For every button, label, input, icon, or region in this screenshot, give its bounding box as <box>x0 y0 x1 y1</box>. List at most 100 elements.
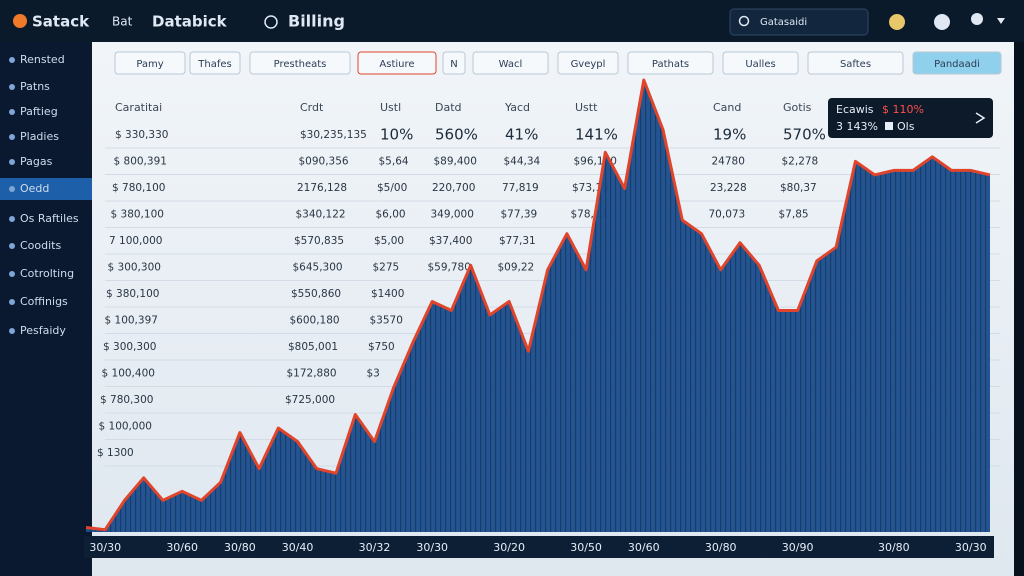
x-tick-label: 30/32 <box>359 541 391 554</box>
sidebar-icon <box>9 109 15 115</box>
table-cell: $ 300,300 <box>108 262 161 274</box>
sidebar-item[interactable]: Paftieg <box>20 105 58 118</box>
filter-label[interactable]: Gveypl <box>571 59 606 70</box>
filter-pill[interactable] <box>912 51 1002 75</box>
filter-pill[interactable] <box>189 51 241 75</box>
x-tick-label: 30/60 <box>166 541 198 554</box>
table-cell: $5,00 <box>374 235 404 247</box>
table-cell: $550,860 <box>291 288 341 300</box>
overlay: Rensted Patns Paftieg Pladies Pagas Oedd Os Ra… <box>0 51 1002 337</box>
filter-label[interactable]: Ualles <box>745 59 775 70</box>
sidebar-item[interactable]: Rensted <box>20 53 65 66</box>
table-cell: $ 330,330 <box>115 129 168 141</box>
x-tick-label: 30/20 <box>493 541 525 554</box>
sidebar-icon <box>9 328 15 334</box>
column-header: Ustt <box>575 101 598 114</box>
nav-item[interactable]: Bat <box>112 15 133 29</box>
table-cell: $89,400 <box>434 156 477 168</box>
user-avatar[interactable] <box>971 13 983 25</box>
table-cell: $44,34 <box>504 156 541 168</box>
tooltip-arrow[interactable] <box>975 112 986 124</box>
chart: 30/30 30/60 30/80 30/40 30/32 30/30 30/20 30/50… <box>84 78 994 558</box>
filter-label[interactable]: Pandaadi <box>934 59 980 70</box>
sidebar <box>0 42 92 576</box>
filter-label[interactable]: Pamy <box>136 59 163 70</box>
table-cell: $ 780,300 <box>100 394 153 406</box>
filter-pill[interactable] <box>357 51 437 75</box>
sidebar-item[interactable]: Cotrolting <box>20 267 74 280</box>
table-cell: $750 <box>368 341 395 353</box>
search-icon <box>738 15 750 27</box>
user-menu-caret[interactable] <box>997 18 1005 24</box>
tooltip <box>828 98 993 138</box>
nav-item[interactable]: Databick <box>152 13 228 31</box>
sidebar-item[interactable]: Coodits <box>20 239 61 252</box>
table-cell: $ 800,391 <box>114 156 167 168</box>
filter-label[interactable]: Wacl <box>499 59 523 70</box>
filter-pill[interactable] <box>442 51 466 75</box>
column-header: Crdt <box>300 101 324 114</box>
filter-label[interactable]: Prestheats <box>274 59 327 70</box>
table-cell: $77,39 <box>501 209 538 221</box>
sidebar-item[interactable]: Pladies <box>20 130 59 143</box>
filter-label[interactable]: Pathats <box>652 59 689 70</box>
table-cell: $600,180 <box>290 315 340 327</box>
tooltip-label: Ols <box>897 120 915 133</box>
sidebar-icon <box>9 134 15 140</box>
table-cell: 220,700 <box>432 182 475 194</box>
column-header: Cand <box>713 101 741 114</box>
table-cell: 560% <box>435 126 478 144</box>
x-tick-label: 30/60 <box>628 541 660 554</box>
filter-pill[interactable] <box>472 51 549 75</box>
filter-pill[interactable] <box>722 51 799 75</box>
table-cell: 77,819 <box>502 182 539 194</box>
filter-pill[interactable] <box>249 51 351 75</box>
tooltip-value: 3 143% <box>836 120 878 133</box>
table-cell: 570% <box>783 126 826 144</box>
notification-icon[interactable] <box>889 14 905 30</box>
table-cell: $645,300 <box>293 262 343 274</box>
column-header: Datd <box>435 101 462 114</box>
table: Caratitai Crdt Ustl Datd Yacd Ustt Cand Gotis $ … <box>97 101 1000 467</box>
table-cell: $ 380,100 <box>106 288 159 300</box>
sidebar-item[interactable]: Oedd <box>20 182 49 195</box>
filter-label[interactable]: Astiure <box>379 59 414 70</box>
table-cell: 2176,128 <box>297 182 347 194</box>
table-cell: $77,31 <box>499 235 536 247</box>
table-cell: 141% <box>575 126 618 144</box>
search-box[interactable] <box>729 8 869 36</box>
filter-label[interactable]: Saftes <box>840 59 871 70</box>
x-axis-bar <box>84 536 994 558</box>
table-cell: $ 300,300 <box>103 341 156 353</box>
area <box>86 80 990 532</box>
sidebar-item[interactable]: Pagas <box>20 155 53 168</box>
table-cell: $37,400 <box>429 235 472 247</box>
table-cell: 19% <box>713 126 746 144</box>
x-tick-label: 30/30 <box>89 541 121 554</box>
filter-pill[interactable] <box>807 51 904 75</box>
billing-icon <box>264 15 278 29</box>
table-cell: $80,37 <box>780 182 817 194</box>
x-tick-label: 30/50 <box>570 541 602 554</box>
table-cell: $725,000 <box>285 394 335 406</box>
tooltip-swatch <box>885 122 893 130</box>
table-cell: $275 <box>373 262 400 274</box>
filter-label[interactable]: N <box>450 59 457 70</box>
brand-logo <box>13 14 27 28</box>
table-cell: $ 100,000 <box>99 421 152 433</box>
sidebar-item[interactable]: Patns <box>20 80 50 93</box>
sidebar-item[interactable]: Pesfaidy <box>20 324 66 337</box>
table-cell: $30,235,135 <box>300 129 367 141</box>
table-cell: 24780 <box>712 156 745 168</box>
table-cell: $340,122 <box>296 209 346 221</box>
add-button[interactable] <box>934 14 950 30</box>
table-cell: 349,000 <box>431 209 474 221</box>
filter-pill[interactable] <box>627 51 714 75</box>
table-cell: $3570 <box>370 315 403 327</box>
filter-label[interactable]: Thafes <box>197 59 231 70</box>
x-tick-label: 30/90 <box>782 541 814 554</box>
filter-pill[interactable] <box>557 51 619 75</box>
sidebar-item[interactable]: Os Raftiles <box>20 212 79 225</box>
filter-pill[interactable] <box>114 51 186 75</box>
sidebar-item[interactable]: Coffinigs <box>20 295 68 308</box>
